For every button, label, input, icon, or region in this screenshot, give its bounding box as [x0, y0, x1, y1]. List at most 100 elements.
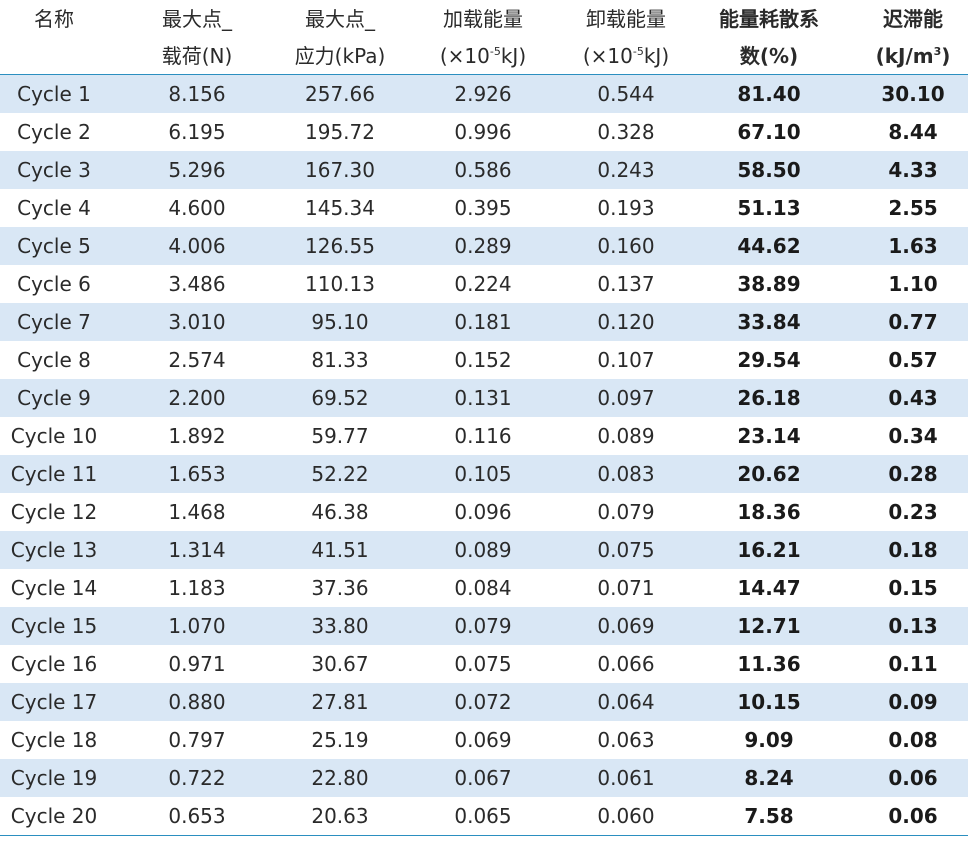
table-row: Cycle 13 1.314 41.51 0.089 0.075 16.21 0.18 [0, 531, 968, 569]
cell-hysteresis-energy: 1.10 [888, 272, 938, 296]
table-body: Cycle 1 8.156 257.66 2.926 0.544 81.40 30.10 Cy… [0, 75, 968, 835]
cell-max-stress: 22.80 [311, 766, 369, 790]
table-row: Cycle 19 0.722 22.80 0.067 0.061 8.24 0.06 [0, 759, 968, 797]
cell-unloading-energy: 0.328 [597, 120, 655, 144]
cell-hysteresis-energy: 0.11 [888, 652, 938, 676]
cell-dissipation-coefficient: 10.15 [737, 690, 801, 714]
table-row: Cycle 5 4.006 126.55 0.289 0.160 44.62 1.63 [0, 227, 968, 265]
table-row: Cycle 2 6.195 195.72 0.996 0.328 67.10 8.44 [0, 113, 968, 151]
cell-cycle-name: Cycle 13 [10, 538, 98, 562]
cell-cycle-name: Cycle 3 [17, 158, 91, 182]
header-loading-energy: 加载能量 (×10-5kJ) [394, 0, 572, 74]
table-row: Cycle 10 1.892 59.77 0.116 0.089 23.14 0.34 [0, 417, 968, 455]
cell-max-load: 1.070 [168, 614, 226, 638]
cell-cycle-name: Cycle 8 [17, 348, 91, 372]
cell-hysteresis-energy: 0.06 [888, 766, 938, 790]
cell-hysteresis-energy: 0.77 [888, 310, 938, 334]
cell-max-load: 6.195 [168, 120, 226, 144]
cell-max-load: 1.468 [168, 500, 226, 524]
cell-dissipation-coefficient: 18.36 [737, 500, 801, 524]
header-dissipation-line2: 数(%) [739, 44, 799, 68]
cell-cycle-name: Cycle 6 [17, 272, 91, 296]
table-row: Cycle 3 5.296 167.30 0.586 0.243 58.50 4.33 [0, 151, 968, 189]
header-loading-energy-line2: (×10-5kJ) [439, 44, 527, 68]
table-row: Cycle 8 2.574 81.33 0.152 0.107 29.54 0.57 [0, 341, 968, 379]
header-max-stress-line1: 最大点_ [305, 7, 375, 31]
cell-max-load: 0.880 [168, 690, 226, 714]
cell-max-stress: 20.63 [311, 804, 369, 828]
cell-max-load: 3.486 [168, 272, 226, 296]
cell-max-stress: 27.81 [311, 690, 369, 714]
cell-hysteresis-energy: 8.44 [888, 120, 938, 144]
cell-max-stress: 33.80 [311, 614, 369, 638]
cell-max-stress: 41.51 [311, 538, 369, 562]
cell-dissipation-coefficient: 81.40 [737, 82, 801, 106]
cell-cycle-name: Cycle 18 [10, 728, 98, 752]
cell-loading-energy: 0.131 [454, 386, 512, 410]
cell-dissipation-coefficient: 16.21 [737, 538, 801, 562]
cell-dissipation-coefficient: 14.47 [737, 576, 801, 600]
cell-loading-energy: 0.075 [454, 652, 512, 676]
table-row: Cycle 16 0.971 30.67 0.075 0.066 11.36 0.11 [0, 645, 968, 683]
table-row: Cycle 11 1.653 52.22 0.105 0.083 20.62 0.28 [0, 455, 968, 493]
cell-unloading-energy: 0.063 [597, 728, 655, 752]
cell-max-load: 1.892 [168, 424, 226, 448]
cell-max-stress: 81.33 [311, 348, 369, 372]
cell-hysteresis-energy: 0.15 [888, 576, 938, 600]
cell-hysteresis-energy: 0.43 [888, 386, 938, 410]
header-max-stress: 最大点_ 应力(kPa) [286, 0, 394, 74]
header-dissipation-line1: 能量耗散系 [719, 7, 819, 31]
cell-hysteresis-energy: 0.57 [888, 348, 938, 372]
cell-loading-energy: 0.224 [454, 272, 512, 296]
cell-max-load: 2.200 [168, 386, 226, 410]
cell-dissipation-coefficient: 7.58 [744, 804, 794, 828]
cell-hysteresis-energy: 2.55 [888, 196, 938, 220]
cell-dissipation-coefficient: 38.89 [737, 272, 801, 296]
table-row: Cycle 14 1.183 37.36 0.084 0.071 14.47 0.15 [0, 569, 968, 607]
cell-max-stress: 110.13 [305, 272, 375, 296]
cell-unloading-energy: 0.060 [597, 804, 655, 828]
cell-unloading-energy: 0.193 [597, 196, 655, 220]
cell-max-stress: 167.30 [305, 158, 375, 182]
header-unloading-energy: 卸载能量 (×10-5kJ) [572, 0, 680, 74]
cell-unloading-energy: 0.071 [597, 576, 655, 600]
cell-cycle-name: Cycle 7 [17, 310, 91, 334]
cell-max-stress: 95.10 [311, 310, 369, 334]
cell-dissipation-coefficient: 20.62 [737, 462, 801, 486]
cell-cycle-name: Cycle 19 [10, 766, 98, 790]
cell-dissipation-coefficient: 11.36 [737, 652, 801, 676]
table-row: Cycle 12 1.468 46.38 0.096 0.079 18.36 0.23 [0, 493, 968, 531]
cell-cycle-name: Cycle 11 [10, 462, 98, 486]
cell-max-load: 8.156 [168, 82, 226, 106]
table-row: Cycle 20 0.653 20.63 0.065 0.060 7.58 0.06 [0, 797, 968, 835]
cell-hysteresis-energy: 0.06 [888, 804, 938, 828]
cell-dissipation-coefficient: 33.84 [737, 310, 801, 334]
header-hysteresis-line1: 迟滞能 [883, 7, 943, 31]
cell-loading-energy: 0.289 [454, 234, 512, 258]
cell-max-stress: 69.52 [311, 386, 369, 410]
table-row: Cycle 18 0.797 25.19 0.069 0.063 9.09 0.08 [0, 721, 968, 759]
cell-loading-energy: 0.067 [454, 766, 512, 790]
cell-hysteresis-energy: 0.18 [888, 538, 938, 562]
cell-loading-energy: 0.069 [454, 728, 512, 752]
cell-unloading-energy: 0.061 [597, 766, 655, 790]
cell-max-stress: 257.66 [305, 82, 375, 106]
cell-max-stress: 126.55 [305, 234, 375, 258]
cell-loading-energy: 0.586 [454, 158, 512, 182]
header-unloading-energy-line1: 卸载能量 [586, 7, 666, 31]
cell-max-load: 3.010 [168, 310, 226, 334]
cell-unloading-energy: 0.243 [597, 158, 655, 182]
cell-cycle-name: Cycle 9 [17, 386, 91, 410]
cell-loading-energy: 0.065 [454, 804, 512, 828]
cell-cycle-name: Cycle 1 [17, 82, 91, 106]
cell-dissipation-coefficient: 67.10 [737, 120, 801, 144]
cell-dissipation-coefficient: 58.50 [737, 158, 801, 182]
cell-cycle-name: Cycle 17 [10, 690, 98, 714]
cell-cycle-name: Cycle 20 [10, 804, 98, 828]
cell-max-load: 0.797 [168, 728, 226, 752]
cell-hysteresis-energy: 0.28 [888, 462, 938, 486]
cell-cycle-name: Cycle 5 [17, 234, 91, 258]
cell-dissipation-coefficient: 51.13 [737, 196, 801, 220]
cell-unloading-energy: 0.075 [597, 538, 655, 562]
